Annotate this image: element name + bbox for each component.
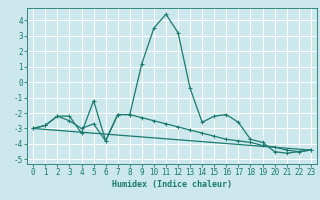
X-axis label: Humidex (Indice chaleur): Humidex (Indice chaleur) [112,180,232,189]
